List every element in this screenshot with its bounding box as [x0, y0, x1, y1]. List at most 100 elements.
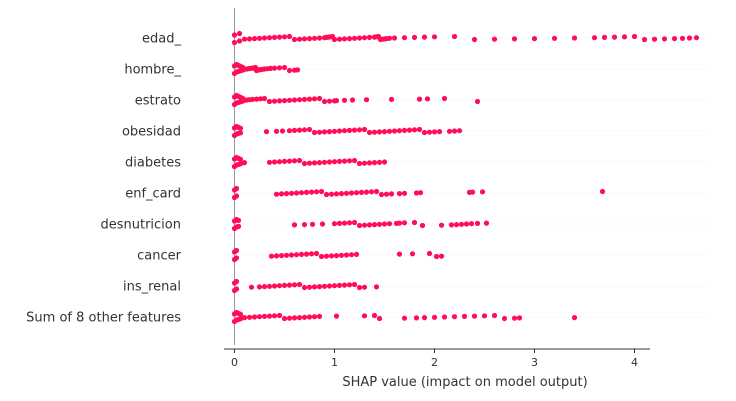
data-point: [363, 189, 370, 195]
data-point: [231, 39, 238, 46]
data-point: [311, 314, 318, 320]
data-point: [361, 160, 368, 166]
data-point: [298, 190, 305, 196]
data-point: [391, 128, 398, 134]
data-point: [268, 253, 275, 259]
data-point: [356, 35, 363, 41]
data-point: [311, 160, 318, 166]
data-point: [328, 253, 335, 259]
data-point: [286, 33, 293, 40]
data-point: [283, 252, 290, 258]
data-point: [388, 191, 395, 197]
data-point: [471, 36, 478, 43]
data-point: [261, 95, 268, 102]
data-point: [316, 35, 323, 41]
data-point: [333, 253, 340, 259]
data-point: [316, 284, 323, 290]
data-point: [301, 222, 308, 228]
data-point: [296, 281, 303, 288]
data-point: [469, 189, 476, 195]
data-point: [296, 97, 303, 103]
data-point: [391, 35, 398, 41]
data-point: [471, 313, 478, 319]
data-point: [571, 35, 578, 41]
data-point: [237, 316, 244, 322]
data-point: [237, 130, 244, 136]
data-point: [474, 220, 481, 226]
data-point: [396, 251, 403, 257]
data-point: [233, 255, 240, 261]
data-point: [286, 67, 293, 74]
data-point: [376, 129, 383, 135]
data-point: [401, 127, 408, 133]
data-point: [446, 128, 453, 134]
data-point: [241, 160, 248, 166]
data-point: [251, 36, 258, 42]
feature-label: edad_: [142, 32, 181, 47]
data-point: [303, 189, 310, 195]
data-point: [261, 284, 268, 290]
data-point: [296, 315, 303, 321]
data-point: [421, 129, 428, 136]
data-point: [288, 190, 295, 196]
data-point: [309, 221, 316, 227]
data-point: [386, 221, 393, 227]
data-point: [491, 312, 498, 319]
data-point: [361, 313, 368, 319]
data-point: [373, 188, 380, 195]
data-point: [291, 97, 298, 103]
data-point: [346, 36, 353, 42]
data-point: [463, 221, 470, 227]
data-point: [341, 128, 348, 134]
data-point: [291, 222, 298, 228]
data-point: [323, 253, 330, 259]
data-point: [491, 36, 498, 42]
data-point: [308, 189, 315, 195]
data-point: [406, 127, 413, 133]
data-point: [286, 282, 293, 288]
feature-label: desnutricion: [100, 218, 181, 233]
data-point: [651, 36, 658, 42]
data-point: [261, 313, 268, 319]
feature-label: estrato: [135, 94, 181, 109]
data-point: [381, 159, 388, 165]
data-point: [416, 126, 423, 133]
feature-label: ins_renal: [123, 280, 181, 295]
data-point: [306, 126, 313, 133]
data-point: [331, 283, 338, 289]
data-point: [468, 221, 475, 227]
feature-label: cancer: [137, 249, 181, 264]
data-point: [237, 311, 244, 317]
data-point: [641, 36, 648, 43]
data-point: [331, 221, 338, 227]
data-point: [321, 98, 328, 105]
data-point: [438, 222, 445, 228]
data-point: [273, 128, 280, 134]
data-point: [267, 65, 274, 71]
data-point: [346, 282, 353, 288]
data-point: [331, 36, 338, 43]
data-point: [233, 185, 240, 192]
data-point: [341, 158, 348, 164]
data-point: [291, 282, 298, 288]
data-point: [353, 251, 360, 257]
data-point: [448, 222, 455, 228]
data-point: [316, 160, 323, 166]
data-point: [301, 36, 308, 42]
data-point: [293, 190, 300, 196]
data-point: [336, 36, 343, 42]
data-point: [436, 129, 443, 135]
data-point: [348, 252, 355, 258]
data-point: [346, 127, 353, 133]
data-point: [343, 190, 350, 196]
data-point: [483, 220, 490, 226]
data-point: [241, 315, 248, 321]
data-point: [318, 253, 325, 260]
data-point: [294, 67, 301, 73]
x-axis-label: SHAP value (impact on model output): [342, 375, 587, 390]
data-point: [271, 34, 278, 41]
data-point: [611, 34, 618, 40]
data-point: [256, 314, 263, 320]
data-point: [256, 284, 263, 290]
data-point: [233, 278, 240, 285]
